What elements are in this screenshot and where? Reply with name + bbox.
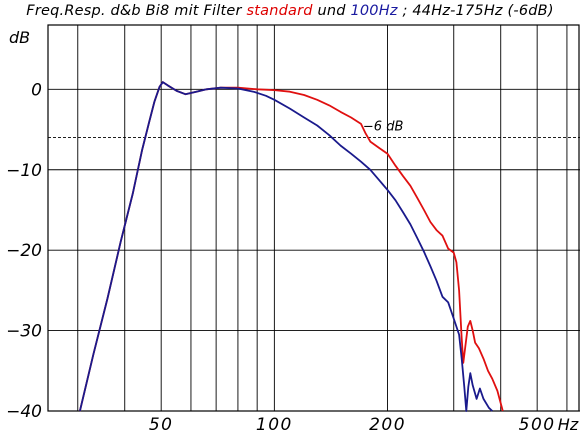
x-tick-label: 50 — [149, 415, 174, 433]
series-line-100hz — [79, 81, 493, 412]
tick-labels: dB 0 −10 −20 −30 −40 50 100 200 500 Hz — [6, 28, 579, 433]
x-tick-label: 200 — [369, 415, 406, 433]
plot-frame — [47, 24, 580, 412]
title-mid: und — [312, 3, 351, 19]
x-tick-label: 100 — [256, 415, 293, 433]
y-tick-label: 0 — [31, 80, 42, 100]
title-100hz-word: 100Hz — [350, 3, 398, 19]
title-suffix: ; 44Hz-175Hz (-6dB) — [397, 3, 554, 19]
reference-line-group: −6 dB — [48, 120, 580, 139]
y-tick-label: −30 — [6, 322, 42, 342]
reference-line-label: −6 dB — [363, 120, 404, 135]
y-tick-label: −20 — [6, 241, 42, 261]
x-axis-unit-label: Hz — [558, 415, 579, 433]
grid — [47, 24, 580, 412]
y-tick-label: −40 — [6, 402, 42, 422]
series-line-standard — [79, 81, 504, 412]
x-tick-label: 500 — [519, 415, 556, 433]
y-tick-label: −10 — [6, 161, 42, 181]
title-standard-word: standard — [246, 3, 313, 19]
y-axis-label: dB — [9, 28, 30, 47]
chart-title: Freq.Resp. d&b Bi8 mit Filter standard u… — [0, 0, 580, 24]
title-prefix: Freq.Resp. d&b Bi8 mit Filter — [26, 3, 247, 19]
series-group — [79, 81, 504, 412]
